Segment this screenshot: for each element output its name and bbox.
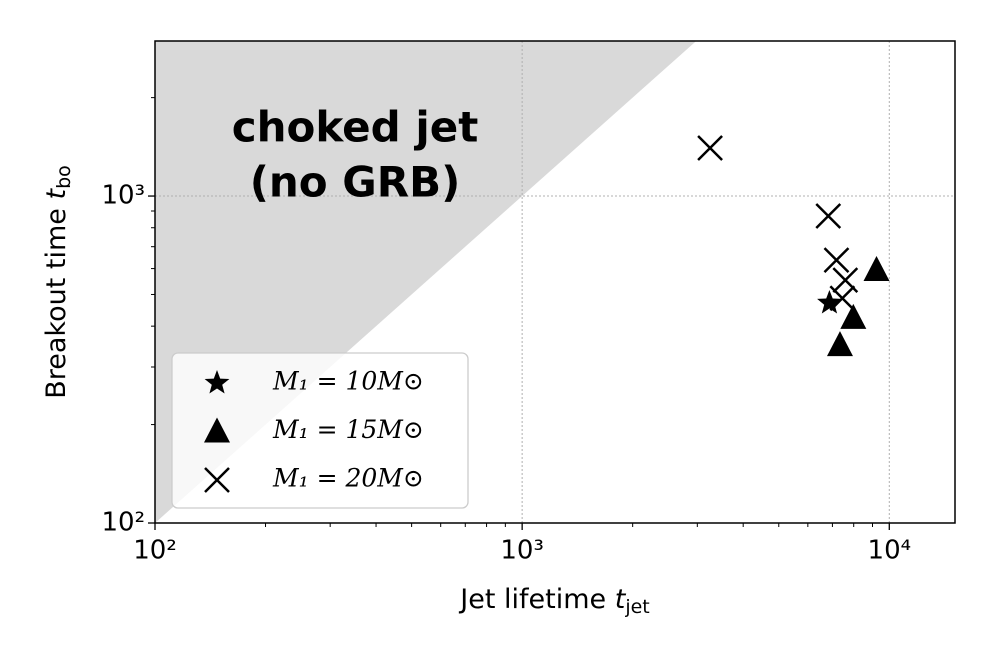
legend-label: M₁ = 20M⊙ <box>272 464 424 493</box>
xlabel-label: Jet lifetime tjet <box>458 584 649 618</box>
y-tick-label: 10² <box>101 508 145 538</box>
star-marker <box>204 370 230 394</box>
cross-marker <box>697 135 723 161</box>
cross-marker <box>829 285 856 312</box>
cross-marker <box>204 467 230 493</box>
label-text: Jet lifetime <box>458 584 614 615</box>
triangle-marker <box>863 256 890 282</box>
legend-label: M₁ = 10M⊙ <box>272 367 424 396</box>
cross-marker <box>823 247 850 273</box>
x-tick-label: 10³ <box>500 536 544 566</box>
label-text: Breakout time <box>41 200 72 399</box>
label-var: t <box>41 188 72 200</box>
x-tick-label: 10⁴ <box>868 536 912 566</box>
cross-marker <box>815 203 842 229</box>
annotation: (no GRB) <box>250 158 461 207</box>
plot-frame <box>154 40 956 524</box>
legend-box <box>171 352 469 509</box>
label-var: t <box>615 584 627 615</box>
ylabel-label: Breakout time tbo <box>41 165 75 399</box>
legend: M₁ = 10M⊙ M₁ = 15M⊙ M₁ = 20M⊙ <box>171 352 469 509</box>
y-tick-label: 10³ <box>101 181 145 211</box>
star-marker <box>817 290 842 314</box>
annotation: choked jet <box>232 103 479 152</box>
label-sub: jet <box>624 596 649 618</box>
triangle-marker <box>826 331 853 357</box>
label-sub: bo <box>53 165 75 189</box>
triangle-marker <box>204 417 230 443</box>
legend-label: M₁ = 15M⊙ <box>272 415 424 444</box>
x-tick-label: 10² <box>133 536 177 566</box>
triangle-marker <box>840 303 867 329</box>
